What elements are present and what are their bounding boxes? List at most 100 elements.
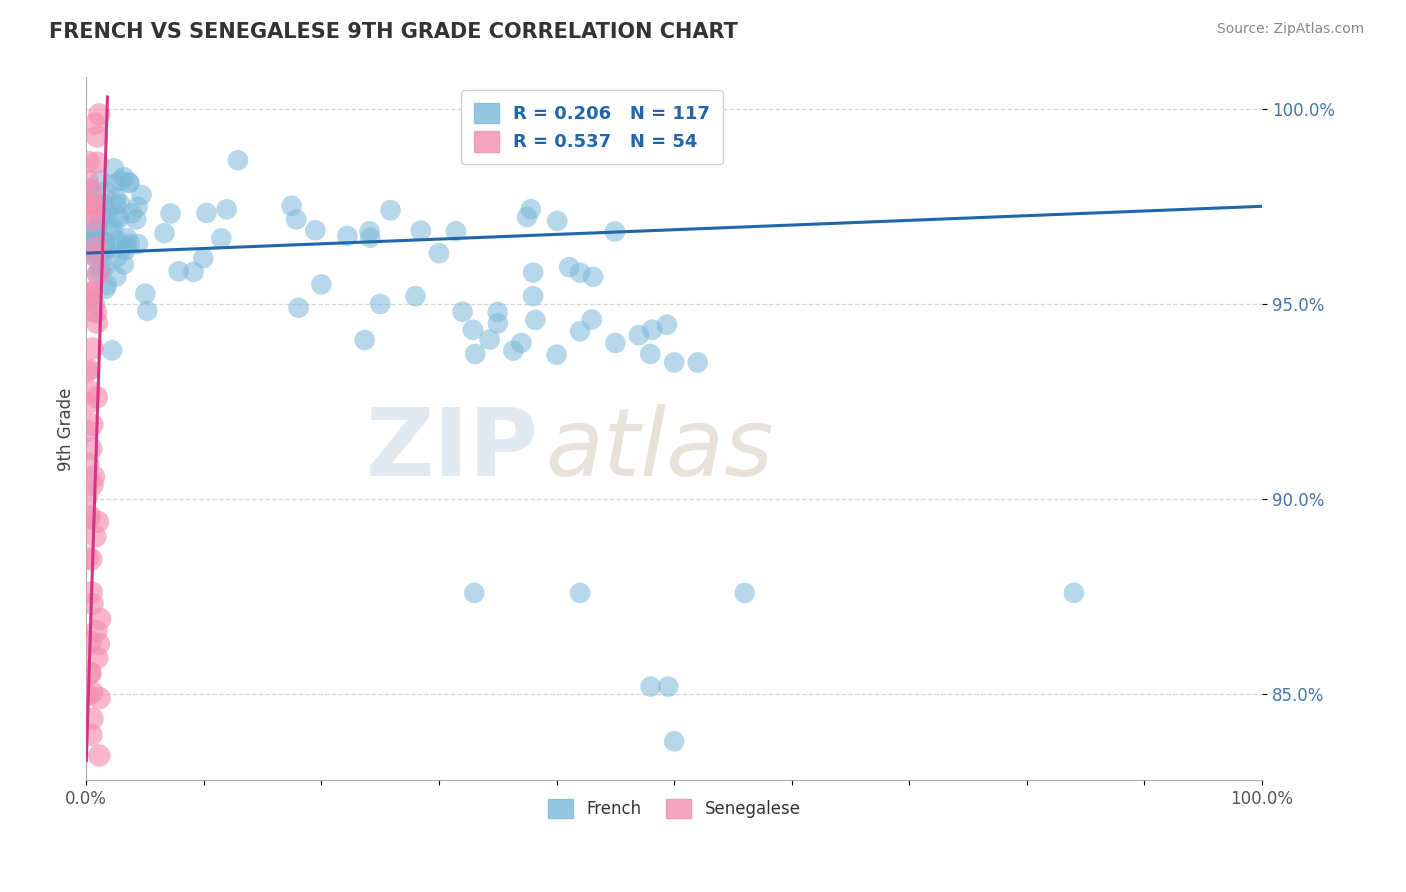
Point bbox=[121, 206, 143, 220]
Text: atlas: atlas bbox=[546, 404, 773, 495]
Point bbox=[105, 269, 128, 284]
Point bbox=[80, 635, 103, 649]
Point bbox=[118, 175, 141, 189]
Point bbox=[107, 234, 129, 248]
Point bbox=[193, 252, 215, 266]
Point bbox=[215, 202, 238, 217]
Point bbox=[80, 219, 103, 234]
Point bbox=[89, 173, 111, 187]
Text: FRENCH VS SENEGALESE 9TH GRADE CORRELATION CHART: FRENCH VS SENEGALESE 9TH GRADE CORRELATI… bbox=[49, 22, 738, 42]
Point bbox=[486, 305, 509, 319]
Point bbox=[108, 211, 131, 226]
Point bbox=[127, 236, 149, 251]
Point bbox=[86, 624, 108, 638]
Point bbox=[359, 224, 381, 238]
Point bbox=[82, 237, 104, 252]
Point bbox=[380, 203, 402, 218]
Point bbox=[461, 323, 484, 337]
Point bbox=[77, 688, 100, 702]
Point bbox=[101, 222, 124, 236]
Point bbox=[94, 282, 117, 296]
Point bbox=[280, 199, 302, 213]
Point bbox=[94, 185, 117, 199]
Point bbox=[90, 260, 112, 275]
Point bbox=[86, 129, 108, 144]
Point bbox=[110, 173, 132, 187]
Point bbox=[603, 225, 626, 239]
Point bbox=[84, 305, 107, 319]
Point bbox=[89, 107, 111, 121]
Point bbox=[83, 204, 105, 219]
Point bbox=[93, 260, 115, 274]
Point bbox=[80, 442, 103, 456]
Point bbox=[76, 491, 98, 505]
Point bbox=[167, 264, 190, 278]
Point bbox=[285, 212, 308, 227]
Point bbox=[84, 117, 107, 131]
Point bbox=[304, 223, 326, 237]
Point bbox=[82, 597, 104, 611]
Point bbox=[287, 301, 309, 315]
Point bbox=[83, 249, 105, 263]
Point bbox=[84, 245, 107, 260]
Point bbox=[79, 666, 101, 681]
Point bbox=[463, 586, 485, 600]
Point bbox=[125, 212, 148, 227]
Point bbox=[478, 333, 501, 347]
Point bbox=[569, 266, 592, 280]
Point bbox=[77, 362, 100, 376]
Point bbox=[76, 241, 98, 255]
Point bbox=[76, 174, 98, 188]
Point bbox=[80, 213, 103, 227]
Point bbox=[662, 734, 685, 748]
Point bbox=[105, 251, 128, 265]
Point bbox=[115, 231, 138, 245]
Point bbox=[546, 214, 568, 228]
Point bbox=[96, 204, 118, 219]
Point bbox=[103, 177, 125, 191]
Point bbox=[640, 347, 662, 361]
Point bbox=[569, 586, 592, 600]
Point bbox=[112, 170, 135, 185]
Point bbox=[209, 231, 232, 245]
Point bbox=[686, 355, 709, 369]
Point bbox=[105, 197, 128, 211]
Point bbox=[79, 509, 101, 524]
Point bbox=[80, 244, 103, 258]
Point bbox=[86, 240, 108, 254]
Point bbox=[1063, 586, 1085, 600]
Point bbox=[353, 333, 375, 347]
Point bbox=[76, 550, 98, 565]
Point bbox=[80, 585, 103, 599]
Point bbox=[486, 317, 509, 331]
Point bbox=[86, 390, 108, 404]
Point bbox=[90, 211, 112, 225]
Point bbox=[89, 612, 111, 626]
Point bbox=[89, 691, 111, 706]
Point bbox=[89, 748, 111, 763]
Point bbox=[641, 323, 664, 337]
Point bbox=[605, 335, 627, 350]
Point bbox=[82, 478, 104, 492]
Point bbox=[522, 289, 544, 303]
Point bbox=[444, 224, 467, 238]
Point bbox=[226, 153, 249, 168]
Point bbox=[86, 651, 108, 665]
Point bbox=[336, 228, 359, 243]
Point bbox=[582, 269, 605, 284]
Point bbox=[80, 728, 103, 742]
Point bbox=[93, 197, 115, 211]
Text: Source: ZipAtlas.com: Source: ZipAtlas.com bbox=[1216, 22, 1364, 37]
Point bbox=[86, 250, 108, 264]
Point bbox=[87, 637, 110, 651]
Point bbox=[94, 243, 117, 257]
Point bbox=[565, 135, 588, 149]
Point bbox=[87, 267, 110, 281]
Point bbox=[118, 176, 141, 190]
Text: ZIP: ZIP bbox=[366, 404, 538, 496]
Point bbox=[101, 241, 124, 255]
Point bbox=[131, 188, 153, 202]
Point bbox=[520, 202, 543, 217]
Point bbox=[76, 424, 98, 438]
Point bbox=[655, 318, 678, 332]
